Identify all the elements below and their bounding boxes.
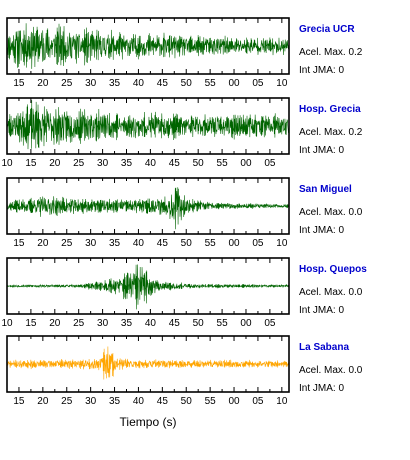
max-acceleration-label: Acel. Max. 0.2 (299, 47, 363, 58)
tick-label: 30 (85, 78, 97, 89)
tick-label: 45 (157, 396, 169, 407)
tick-label: 30 (85, 238, 97, 249)
tick-label: 35 (121, 158, 133, 169)
tick-label: 50 (181, 78, 193, 89)
panel-frame-1 (6, 97, 290, 155)
tick-label: 05 (264, 158, 276, 169)
tick-label: 50 (193, 158, 205, 169)
tick-label: 05 (252, 238, 264, 249)
tick-label: 30 (85, 396, 97, 407)
tick-label: 55 (205, 78, 217, 89)
tick-label: 40 (133, 238, 145, 249)
tick-label: 45 (157, 78, 169, 89)
panel-frame-0 (6, 17, 290, 75)
waveform-0 (6, 23, 290, 69)
tick-label: 15 (13, 78, 25, 89)
tick-label: 10 (276, 238, 288, 249)
x-axis-label: Tiempo (s) (120, 415, 177, 429)
waveform-3 (6, 264, 290, 310)
tick-label: 40 (133, 396, 145, 407)
max-acceleration-label: Acel. Max. 0.0 (299, 287, 363, 298)
tick-label: 55 (205, 396, 217, 407)
tick-label: 10 (1, 318, 13, 329)
tick-label: 00 (228, 396, 240, 407)
tick-label: 10 (276, 78, 288, 89)
tick-label: 50 (181, 238, 193, 249)
max-acceleration-label: Acel. Max. 0.2 (299, 127, 363, 138)
station-name: Hosp. Quepos (299, 264, 367, 275)
tick-label: 40 (133, 78, 145, 89)
max-acceleration-label: Acel. Max. 0.0 (299, 365, 363, 376)
tick-label: 00 (228, 78, 240, 89)
tick-label: 55 (217, 318, 229, 329)
tick-label: 30 (97, 158, 109, 169)
tick-label: 05 (252, 396, 264, 407)
tick-label: 25 (61, 396, 73, 407)
panel-frame-4 (6, 335, 290, 393)
tick-label: 15 (25, 318, 37, 329)
tick-label: 30 (97, 318, 109, 329)
tick-label: 50 (181, 396, 193, 407)
jma-intensity-label: Int JMA: 0 (299, 383, 344, 394)
waveform-2 (6, 187, 290, 230)
tick-label: 05 (252, 78, 264, 89)
tick-label: 15 (13, 238, 25, 249)
station-name: Grecia UCR (299, 24, 355, 35)
tick-label: 20 (37, 78, 49, 89)
tick-label: 15 (25, 158, 37, 169)
jma-intensity-label: Int JMA: 0 (299, 145, 344, 156)
panel-frame-3 (6, 257, 290, 315)
tick-label: 35 (109, 396, 121, 407)
tick-label: 45 (169, 318, 181, 329)
tick-label: 25 (73, 158, 85, 169)
tick-label: 00 (240, 158, 252, 169)
station-name: La Sabana (299, 342, 349, 353)
tick-label: 45 (157, 238, 169, 249)
waveform-1 (6, 100, 290, 150)
tick-label: 10 (276, 396, 288, 407)
tick-label: 35 (109, 78, 121, 89)
tick-label: 25 (61, 238, 73, 249)
tick-label: 25 (73, 318, 85, 329)
jma-intensity-label: Int JMA: 0 (299, 305, 344, 316)
station-name: Hosp. Grecia (299, 104, 361, 115)
tick-label: 00 (228, 238, 240, 249)
tick-label: 25 (61, 78, 73, 89)
waveform-4 (6, 346, 290, 380)
tick-label: 40 (145, 158, 157, 169)
station-name: San Miguel (299, 184, 352, 195)
tick-label: 50 (193, 318, 205, 329)
tick-label: 55 (217, 158, 229, 169)
tick-label: 20 (37, 238, 49, 249)
jma-intensity-label: Int JMA: 0 (299, 65, 344, 76)
max-acceleration-label: Acel. Max. 0.0 (299, 207, 363, 218)
tick-label: 45 (169, 158, 181, 169)
tick-label: 20 (49, 318, 61, 329)
tick-label: 05 (264, 318, 276, 329)
tick-label: 20 (37, 396, 49, 407)
tick-label: 40 (145, 318, 157, 329)
tick-label: 35 (121, 318, 133, 329)
tick-label: 35 (109, 238, 121, 249)
tick-label: 00 (240, 318, 252, 329)
tick-label: 10 (1, 158, 13, 169)
tick-label: 15 (13, 396, 25, 407)
jma-intensity-label: Int JMA: 0 (299, 225, 344, 236)
panel-frame-2 (6, 177, 290, 235)
tick-label: 20 (49, 158, 61, 169)
tick-label: 55 (205, 238, 217, 249)
